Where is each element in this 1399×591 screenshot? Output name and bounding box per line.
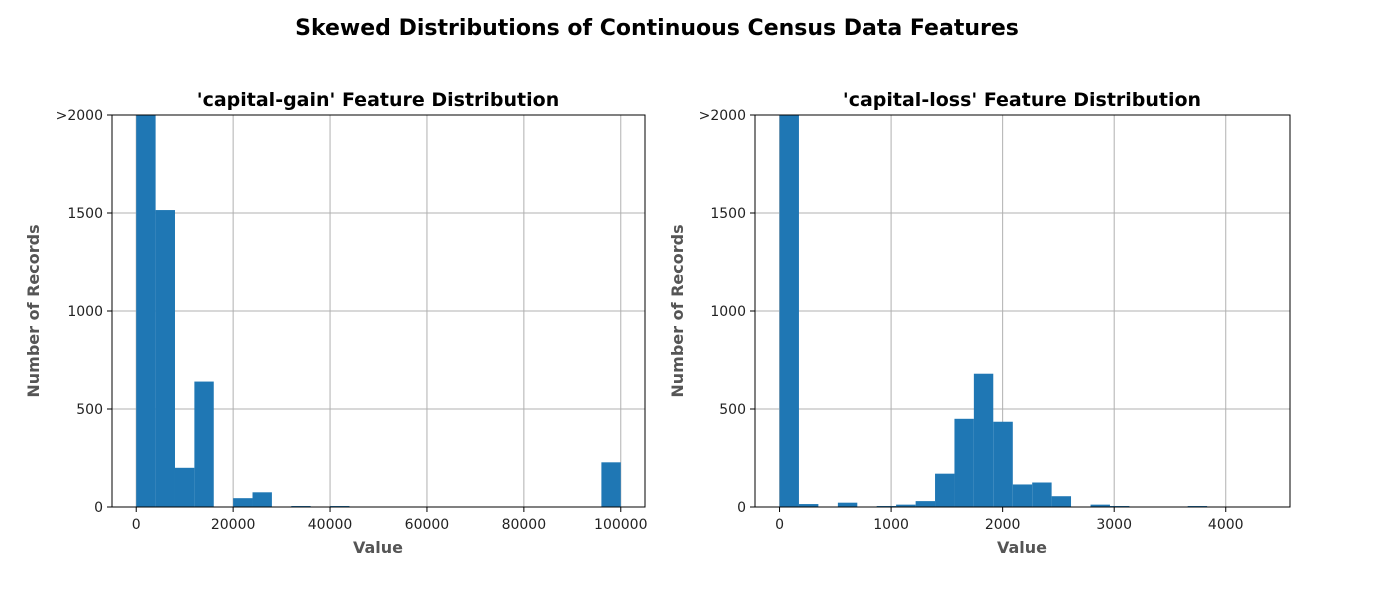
gridlines xyxy=(755,114,1290,508)
x-tick-label: 2000 xyxy=(985,517,1021,533)
y-axis-ticks: 0 500 1000 1500 >2000 xyxy=(699,108,755,516)
histogram-bar xyxy=(779,115,799,507)
x-axis-label: Value xyxy=(997,538,1047,557)
histogram-bar xyxy=(973,373,994,507)
histogram-bar xyxy=(601,462,621,507)
histogram-bar xyxy=(252,492,272,507)
y-tick-label: 0 xyxy=(94,500,103,516)
histogram-bar xyxy=(233,498,253,507)
x-tick-label: 4000 xyxy=(1208,517,1244,533)
y-tick-label: >2000 xyxy=(56,108,103,124)
y-tick-label: 1500 xyxy=(67,206,103,222)
y-axis-label: Number of Records xyxy=(24,224,43,397)
histogram-bar xyxy=(935,473,955,507)
y-tick-label: 1500 xyxy=(710,206,746,222)
x-tick-label: 80000 xyxy=(502,517,547,533)
x-axis-ticks: 0 20000 40000 60000 80000 100000 xyxy=(132,507,647,533)
x-tick-label: 0 xyxy=(775,517,784,533)
y-tick-label: 1000 xyxy=(67,304,103,320)
x-tick-label: 3000 xyxy=(1096,517,1132,533)
histogram-bar xyxy=(155,210,175,507)
histogram-bars xyxy=(136,115,621,507)
histogram-bar xyxy=(1032,482,1052,507)
x-tick-label: 0 xyxy=(132,517,141,533)
x-tick-label: 40000 xyxy=(308,517,353,533)
histogram-bar xyxy=(915,501,936,507)
x-tick-label: 20000 xyxy=(211,517,256,533)
histogram-bar xyxy=(954,418,974,507)
x-axis-label: Value xyxy=(353,538,403,557)
histogram-bar xyxy=(1090,504,1110,507)
histogram-bar xyxy=(896,504,916,507)
y-tick-label: 500 xyxy=(76,402,103,418)
chart-title: 'capital-loss' Feature Distribution xyxy=(843,89,1201,111)
x-axis-ticks: 0 1000 2000 3000 4000 xyxy=(775,507,1244,533)
histogram-bar xyxy=(136,115,156,507)
y-tick-label: 500 xyxy=(719,402,746,418)
y-tick-label: 0 xyxy=(737,500,746,516)
histogram-bar xyxy=(798,504,819,507)
y-axis-label: Number of Records xyxy=(668,224,687,397)
histogram-bar xyxy=(1012,484,1033,507)
histogram-bar xyxy=(1051,496,1072,507)
x-tick-label: 60000 xyxy=(405,517,450,533)
histogram-bar xyxy=(194,381,214,507)
histogram-bar xyxy=(837,502,858,507)
y-tick-label: 1000 xyxy=(710,304,746,320)
histogram-bars xyxy=(779,115,1208,507)
histogram-bar xyxy=(174,467,195,507)
chart-title: 'capital-gain' Feature Distribution xyxy=(197,89,559,111)
capital-gain-chart: 'capital-gain' Feature Distribution 0 200… xyxy=(24,89,647,557)
x-tick-label: 1000 xyxy=(873,517,909,533)
figure-suptitle: Skewed Distributions of Continuous Censu… xyxy=(295,16,1019,41)
x-tick-label: 100000 xyxy=(594,517,647,533)
histogram-bar xyxy=(993,421,1013,507)
gridlines xyxy=(112,114,645,508)
y-axis-ticks: 0 500 1000 1500 >2000 xyxy=(56,108,112,516)
capital-loss-chart: 'capital-loss' Feature Distribution 0 100… xyxy=(668,89,1291,557)
y-tick-label: >2000 xyxy=(699,108,746,124)
